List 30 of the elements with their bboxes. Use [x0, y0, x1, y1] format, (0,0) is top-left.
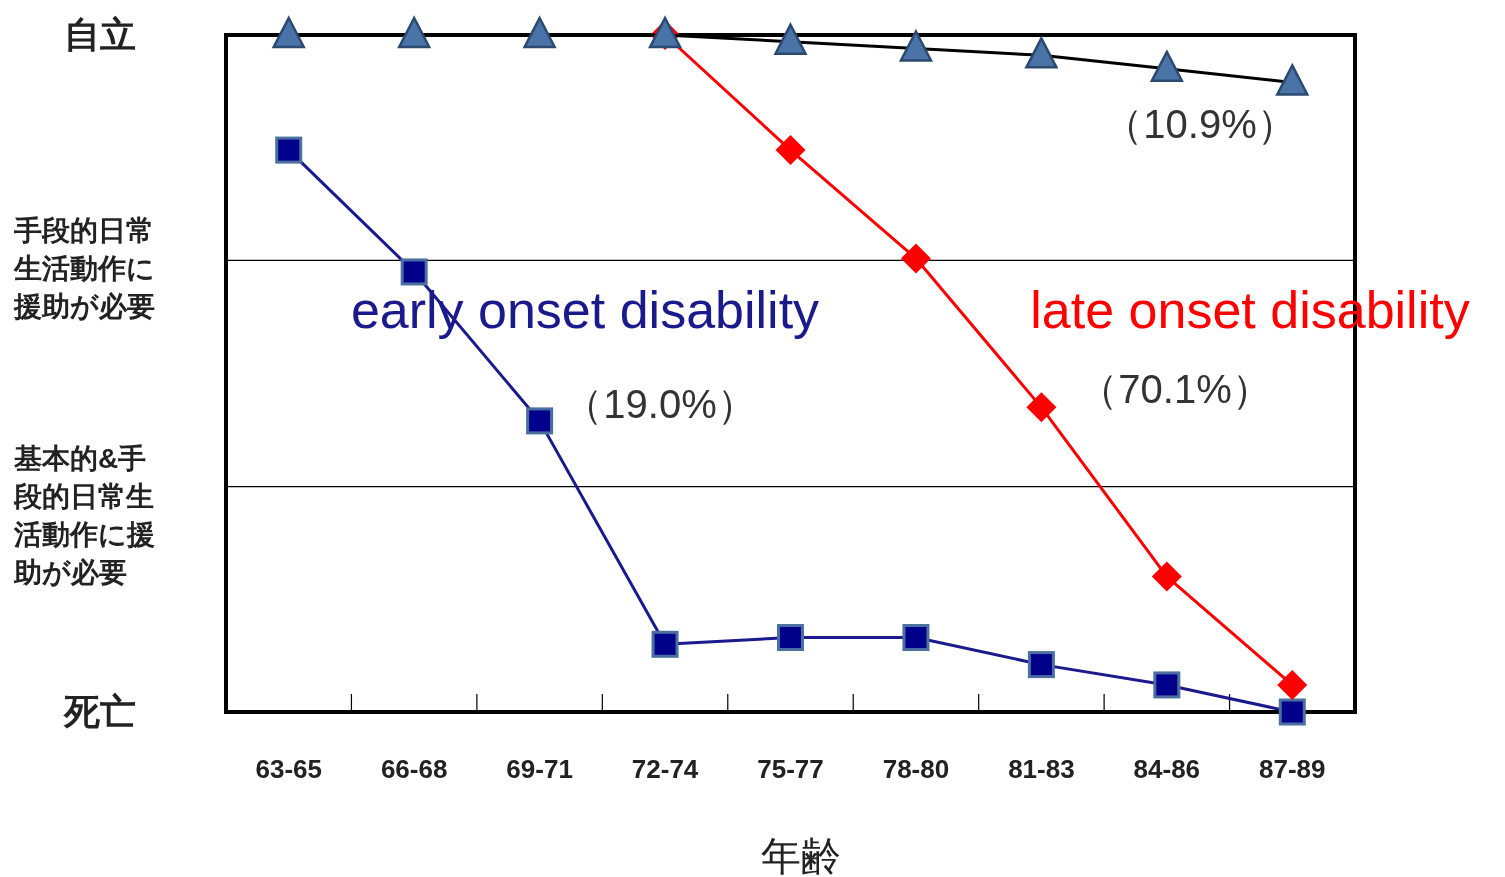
x-tick-label: 84-86 — [1133, 754, 1201, 784]
point — [400, 258, 428, 286]
x-tick-label: 69-71 — [506, 754, 573, 784]
point — [275, 136, 303, 164]
x-tick-label: 81-83 — [1008, 754, 1075, 784]
annotation: （19.0%） — [563, 382, 757, 426]
point — [651, 630, 679, 658]
x-axis-title: 年齢 — [760, 834, 841, 877]
point — [1027, 651, 1055, 679]
x-tick-label: 72-74 — [631, 754, 699, 784]
x-tick-label: 75-77 — [757, 754, 824, 784]
text: 死亡 — [63, 691, 136, 732]
point — [1277, 669, 1308, 700]
text: 手段的日常生活動作に援助が必要 — [13, 215, 155, 322]
annotation: （70.1%） — [1078, 367, 1272, 411]
x-tick-label: 78-80 — [882, 754, 950, 784]
x-tick-label: 87-89 — [1259, 754, 1326, 784]
text: 基本的&手段的日常生活動作に援助が必要 — [13, 443, 155, 588]
x-tick-label: 63-65 — [255, 754, 322, 784]
point — [1153, 671, 1181, 699]
point — [1026, 392, 1057, 423]
x-tick-label: 66-68 — [380, 754, 448, 784]
text: 自立 — [64, 14, 136, 55]
point — [1278, 698, 1306, 726]
point — [902, 624, 930, 652]
point — [777, 624, 804, 652]
point — [1151, 561, 1182, 592]
annotation: （10.9%） — [1103, 102, 1297, 146]
point — [526, 407, 554, 435]
point — [900, 243, 931, 274]
